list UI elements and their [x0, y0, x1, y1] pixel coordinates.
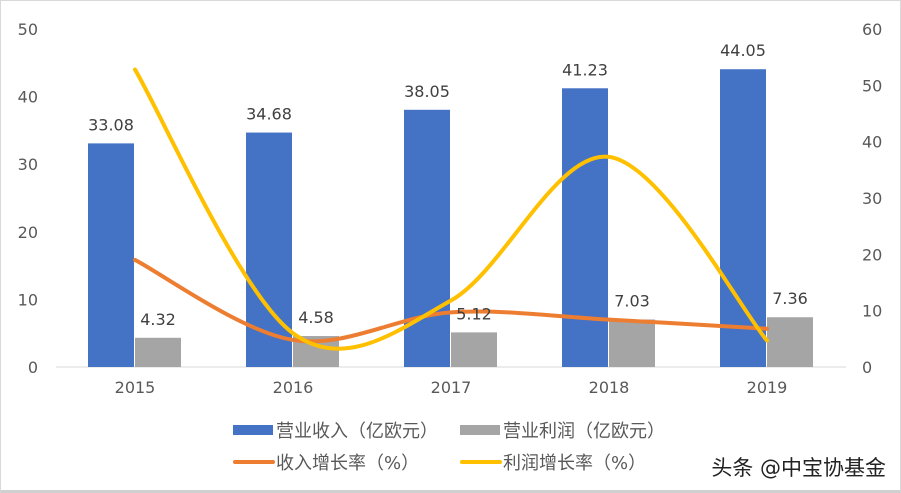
left-axis-tick-label: 30: [18, 155, 38, 174]
x-axis-tick-label: 2015: [115, 378, 156, 397]
legend-label: 营业利润（亿欧元）: [503, 421, 665, 442]
legend-swatch: [460, 425, 500, 435]
legend-label: 营业收入（亿欧元）: [276, 421, 438, 442]
legend-swatch: [233, 425, 273, 435]
right-axis-tick-label: 0: [862, 358, 872, 377]
bar: [767, 317, 813, 367]
bar: [562, 88, 608, 367]
bar-data-label: 7.36: [772, 289, 808, 308]
line-series: [133, 67, 769, 351]
left-axis-tick-label: 50: [18, 20, 38, 39]
line-series: [133, 257, 769, 344]
right-axis-tick-label: 60: [862, 20, 882, 39]
bar-data-label: 38.05: [404, 82, 450, 101]
left-axis-tick-label: 10: [18, 290, 38, 309]
left-axis-tick-label: 0: [28, 358, 38, 377]
bar-data-label: 4.32: [140, 310, 176, 329]
bar: [451, 332, 497, 367]
x-axis-tick-label: 2018: [589, 378, 630, 397]
right-axis-tick-label: 40: [862, 133, 882, 152]
bar: [720, 69, 766, 368]
bar-data-label: 34.68: [246, 105, 292, 124]
x-axis-tick-label: 2016: [273, 378, 314, 397]
watermark: 头条 @中宝协基金: [711, 456, 886, 480]
bar: [609, 319, 655, 367]
bar: [88, 143, 134, 367]
right-axis-tick-label: 50: [862, 76, 882, 95]
left-axis-tick-label: 20: [18, 223, 38, 242]
right-axis-tick-label: 10: [862, 302, 882, 321]
legend-label: 收入增长率（%）: [276, 453, 419, 474]
bar-data-label: 4.58: [298, 308, 334, 327]
x-axis-tick-label: 2019: [747, 378, 788, 397]
right-axis-tick-label: 20: [862, 245, 882, 264]
bar: [404, 109, 450, 368]
left-axis-tick-label: 40: [18, 88, 38, 107]
bar-data-label: 44.05: [720, 41, 766, 60]
bar-data-label: 41.23: [562, 60, 608, 79]
bar-data-label: 5.12: [456, 304, 492, 323]
x-axis-tick-label: 2017: [431, 378, 472, 397]
legend-label: 利润增长率（%）: [503, 453, 646, 474]
bar: [135, 337, 181, 367]
right-axis-tick-label: 30: [862, 189, 882, 208]
bar-data-label: 7.03: [614, 291, 650, 310]
bar-data-label: 33.08: [88, 115, 134, 134]
